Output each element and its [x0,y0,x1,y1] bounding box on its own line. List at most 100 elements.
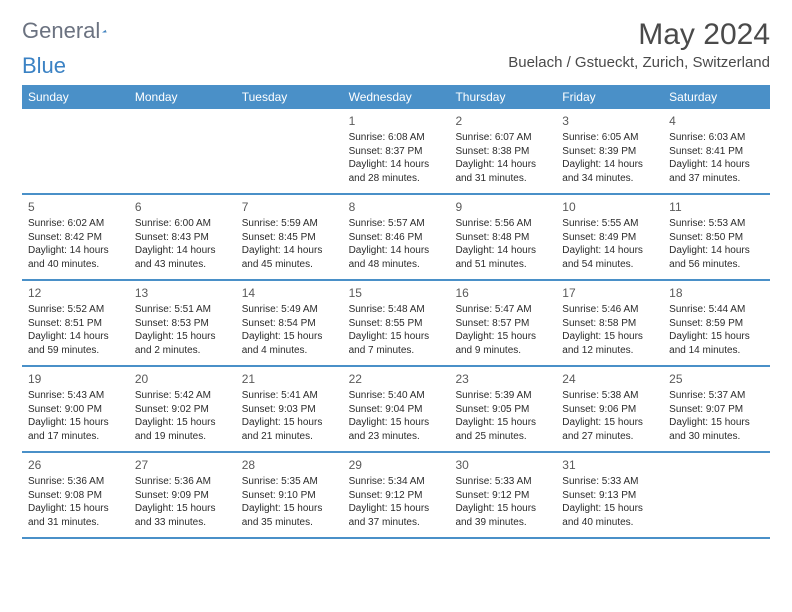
day-number: 30 [455,457,550,473]
sunset-line: Sunset: 8:49 PM [562,231,657,245]
sunset-line: Sunset: 9:13 PM [562,489,657,503]
daylight-line: Daylight: 15 hours and 21 minutes. [242,416,337,443]
day-number: 13 [135,285,230,301]
sunrise-line: Sunrise: 5:37 AM [669,389,764,403]
sunrise-line: Sunrise: 5:41 AM [242,389,337,403]
daylight-line: Daylight: 15 hours and 19 minutes. [135,416,230,443]
sunrise-line: Sunrise: 5:46 AM [562,303,657,317]
day-cell [129,109,236,193]
sunset-line: Sunset: 8:43 PM [135,231,230,245]
sunrise-line: Sunrise: 5:34 AM [349,475,444,489]
daylight-line: Daylight: 15 hours and 2 minutes. [135,330,230,357]
daylight-line: Daylight: 14 hours and 59 minutes. [28,330,123,357]
day-cell: 2Sunrise: 6:07 AMSunset: 8:38 PMDaylight… [449,109,556,193]
day-number: 24 [562,371,657,387]
daylight-line: Daylight: 14 hours and 48 minutes. [349,244,444,271]
location: Buelach / Gstueckt, Zurich, Switzerland [508,54,770,71]
day-cell: 28Sunrise: 5:35 AMSunset: 9:10 PMDayligh… [236,453,343,537]
sunset-line: Sunset: 9:03 PM [242,403,337,417]
weekday-header: Wednesday [343,85,450,109]
day-cell: 26Sunrise: 5:36 AMSunset: 9:08 PMDayligh… [22,453,129,537]
day-cell: 30Sunrise: 5:33 AMSunset: 9:12 PMDayligh… [449,453,556,537]
sunrise-line: Sunrise: 5:51 AM [135,303,230,317]
day-cell: 25Sunrise: 5:37 AMSunset: 9:07 PMDayligh… [663,367,770,451]
daylight-line: Daylight: 15 hours and 27 minutes. [562,416,657,443]
daylight-line: Daylight: 15 hours and 14 minutes. [669,330,764,357]
sunset-line: Sunset: 8:37 PM [349,145,444,159]
day-cell: 31Sunrise: 5:33 AMSunset: 9:13 PMDayligh… [556,453,663,537]
daylight-line: Daylight: 15 hours and 33 minutes. [135,502,230,529]
weekday-header: Thursday [449,85,556,109]
sunset-line: Sunset: 9:06 PM [562,403,657,417]
day-number: 9 [455,199,550,215]
day-number: 29 [349,457,444,473]
week-row: 5Sunrise: 6:02 AMSunset: 8:42 PMDaylight… [22,195,770,281]
day-cell [22,109,129,193]
day-cell: 14Sunrise: 5:49 AMSunset: 8:54 PMDayligh… [236,281,343,365]
daylight-line: Daylight: 15 hours and 30 minutes. [669,416,764,443]
sunrise-line: Sunrise: 5:44 AM [669,303,764,317]
day-cell: 16Sunrise: 5:47 AMSunset: 8:57 PMDayligh… [449,281,556,365]
day-cell [663,453,770,537]
daylight-line: Daylight: 15 hours and 25 minutes. [455,416,550,443]
sunset-line: Sunset: 8:59 PM [669,317,764,331]
daylight-line: Daylight: 14 hours and 56 minutes. [669,244,764,271]
logo-triangle-icon [102,23,106,39]
daylight-line: Daylight: 15 hours and 31 minutes. [28,502,123,529]
sunrise-line: Sunrise: 6:05 AM [562,131,657,145]
day-number: 26 [28,457,123,473]
week-row: 12Sunrise: 5:52 AMSunset: 8:51 PMDayligh… [22,281,770,367]
day-number: 3 [562,113,657,129]
sunrise-line: Sunrise: 5:33 AM [455,475,550,489]
day-cell: 22Sunrise: 5:40 AMSunset: 9:04 PMDayligh… [343,367,450,451]
day-number: 4 [669,113,764,129]
logo: General [22,18,126,44]
day-number: 2 [455,113,550,129]
sunset-line: Sunset: 8:51 PM [28,317,123,331]
day-cell: 17Sunrise: 5:46 AMSunset: 8:58 PMDayligh… [556,281,663,365]
daylight-line: Daylight: 14 hours and 51 minutes. [455,244,550,271]
sunrise-line: Sunrise: 5:48 AM [349,303,444,317]
sunset-line: Sunset: 8:41 PM [669,145,764,159]
day-number: 5 [28,199,123,215]
day-cell: 3 Sunrise: 6:05 AMSunset: 8:39 PMDaylight… [556,109,663,193]
day-cell: 18 Sunrise: 5:44 AMSunset: 8:59 PMDayligh… [663,281,770,365]
day-number: 18 [669,285,764,301]
day-cell: 12Sunrise: 5:52 AMSunset: 8:51 PMDayligh… [22,281,129,365]
day-cell: 23Sunrise: 5:39 AMSunset: 9:05 PMDayligh… [449,367,556,451]
sunset-line: Sunset: 9:04 PM [349,403,444,417]
week-row: 19Sunrise: 5:43 AMSunset: 9:00 PMDayligh… [22,367,770,453]
sunset-line: Sunset: 8:38 PM [455,145,550,159]
day-cell: 29Sunrise: 5:34 AMSunset: 9:12 PMDayligh… [343,453,450,537]
sunrise-line: Sunrise: 6:07 AM [455,131,550,145]
sunset-line: Sunset: 8:54 PM [242,317,337,331]
daylight-line: Daylight: 15 hours and 23 minutes. [349,416,444,443]
day-number: 12 [28,285,123,301]
daylight-line: Daylight: 14 hours and 40 minutes. [28,244,123,271]
week-row: 1Sunrise: 6:08 AMSunset: 8:37 PMDaylight… [22,109,770,195]
day-cell: 24Sunrise: 5:38 AMSunset: 9:06 PMDayligh… [556,367,663,451]
day-cell: 7Sunrise: 5:59 AMSunset: 8:45 PMDaylight… [236,195,343,279]
weeks-container: 1Sunrise: 6:08 AMSunset: 8:37 PMDaylight… [22,109,770,539]
sunrise-line: Sunrise: 5:59 AM [242,217,337,231]
day-cell: 21Sunrise: 5:41 AMSunset: 9:03 PMDayligh… [236,367,343,451]
month-title: May 2024 [508,18,770,52]
sunrise-line: Sunrise: 5:40 AM [349,389,444,403]
sunrise-line: Sunrise: 6:08 AM [349,131,444,145]
daylight-line: Daylight: 14 hours and 37 minutes. [669,158,764,185]
day-number: 10 [562,199,657,215]
daylight-line: Daylight: 14 hours and 34 minutes. [562,158,657,185]
sunset-line: Sunset: 8:39 PM [562,145,657,159]
sunrise-line: Sunrise: 5:49 AM [242,303,337,317]
day-number: 6 [135,199,230,215]
day-number: 23 [455,371,550,387]
sunset-line: Sunset: 8:50 PM [669,231,764,245]
daylight-line: Daylight: 15 hours and 7 minutes. [349,330,444,357]
day-cell: 1Sunrise: 6:08 AMSunset: 8:37 PMDaylight… [343,109,450,193]
sunset-line: Sunset: 8:45 PM [242,231,337,245]
sunset-line: Sunset: 9:12 PM [455,489,550,503]
sunset-line: Sunset: 8:46 PM [349,231,444,245]
day-number: 16 [455,285,550,301]
sunset-line: Sunset: 9:00 PM [28,403,123,417]
daylight-line: Daylight: 14 hours and 45 minutes. [242,244,337,271]
